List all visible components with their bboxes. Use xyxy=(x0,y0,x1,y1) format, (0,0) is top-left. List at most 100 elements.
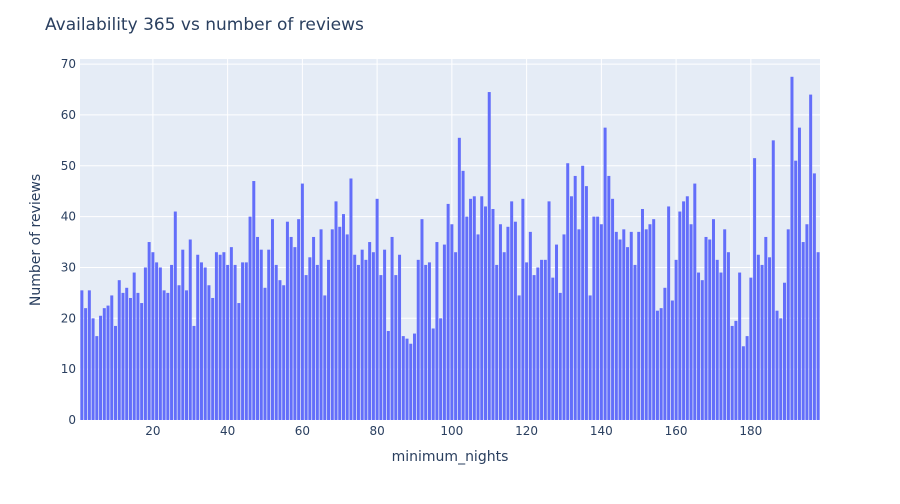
bar xyxy=(536,267,540,420)
bar xyxy=(177,285,181,420)
bar xyxy=(633,264,637,420)
bar xyxy=(794,160,798,421)
bar xyxy=(588,295,592,420)
bar xyxy=(697,272,701,420)
bar xyxy=(454,252,458,420)
bar xyxy=(626,247,630,420)
bar xyxy=(525,262,529,420)
bar xyxy=(259,249,263,420)
plot-area xyxy=(80,59,820,420)
bar xyxy=(495,264,499,420)
bar xyxy=(435,242,439,420)
bar xyxy=(540,259,544,420)
bar xyxy=(274,264,278,420)
x-tick-label: 140 xyxy=(590,424,613,438)
y-tick-label: 70 xyxy=(61,57,76,71)
bar xyxy=(745,336,749,420)
x-tick-label: 80 xyxy=(369,424,384,438)
bar xyxy=(532,275,536,420)
bar xyxy=(192,325,196,420)
bar xyxy=(155,262,159,420)
bar xyxy=(241,262,245,420)
bar xyxy=(222,252,226,420)
bar xyxy=(338,226,342,420)
bar xyxy=(517,295,521,420)
bar xyxy=(450,224,454,420)
bar xyxy=(237,303,241,420)
bar xyxy=(790,76,794,420)
bar xyxy=(521,198,525,420)
bar xyxy=(667,206,671,420)
bar xyxy=(128,297,132,420)
bar xyxy=(603,127,607,421)
bar xyxy=(607,175,611,420)
bar xyxy=(693,183,697,420)
bar xyxy=(584,186,588,420)
bar xyxy=(394,275,398,420)
bar xyxy=(741,346,745,420)
bar xyxy=(102,308,106,420)
bar xyxy=(383,249,387,420)
bar xyxy=(99,315,103,420)
bar xyxy=(629,231,633,420)
bar xyxy=(442,244,446,420)
bar xyxy=(282,285,286,420)
bar xyxy=(543,259,547,420)
bar xyxy=(644,229,648,420)
bar xyxy=(252,181,256,420)
bar xyxy=(390,236,394,420)
bar xyxy=(297,219,301,420)
bar xyxy=(401,336,405,420)
bar xyxy=(256,236,260,420)
y-tick-label: 50 xyxy=(61,159,76,173)
bar xyxy=(569,196,573,420)
bar xyxy=(779,318,783,420)
bar xyxy=(270,219,274,420)
bar xyxy=(719,272,723,420)
bar xyxy=(797,127,801,421)
bar xyxy=(670,300,674,420)
bar xyxy=(805,224,809,420)
bar xyxy=(285,221,289,420)
bar xyxy=(218,254,222,420)
bar xyxy=(581,165,585,420)
bar xyxy=(312,236,316,420)
bar xyxy=(457,137,461,420)
bar xyxy=(375,198,379,420)
bar xyxy=(327,259,331,420)
bar xyxy=(637,231,641,420)
bar xyxy=(132,272,136,420)
bar xyxy=(147,242,151,420)
bar xyxy=(663,287,667,420)
bar xyxy=(809,94,813,420)
bar xyxy=(472,196,476,420)
bar xyxy=(158,267,162,420)
bar xyxy=(162,290,166,420)
y-tick-label: 60 xyxy=(61,108,76,122)
bar xyxy=(106,305,110,420)
bar xyxy=(480,196,484,420)
bar xyxy=(801,242,805,420)
bar xyxy=(345,234,349,420)
bar xyxy=(816,252,820,420)
x-tick-label: 100 xyxy=(440,424,463,438)
bar xyxy=(715,259,719,420)
bar xyxy=(110,295,114,420)
bar xyxy=(173,211,177,420)
bar xyxy=(491,208,495,420)
bar xyxy=(330,229,334,420)
bar xyxy=(226,264,230,420)
y-tick-label: 10 xyxy=(61,362,76,376)
bar xyxy=(551,277,555,420)
bar xyxy=(592,216,596,420)
bar xyxy=(334,201,338,420)
bar xyxy=(416,259,420,420)
y-tick-label: 20 xyxy=(61,311,76,325)
bar xyxy=(734,320,738,420)
bar xyxy=(513,221,517,420)
bar xyxy=(248,216,252,420)
bar xyxy=(730,325,734,420)
bar xyxy=(114,325,117,420)
bar xyxy=(87,290,91,420)
